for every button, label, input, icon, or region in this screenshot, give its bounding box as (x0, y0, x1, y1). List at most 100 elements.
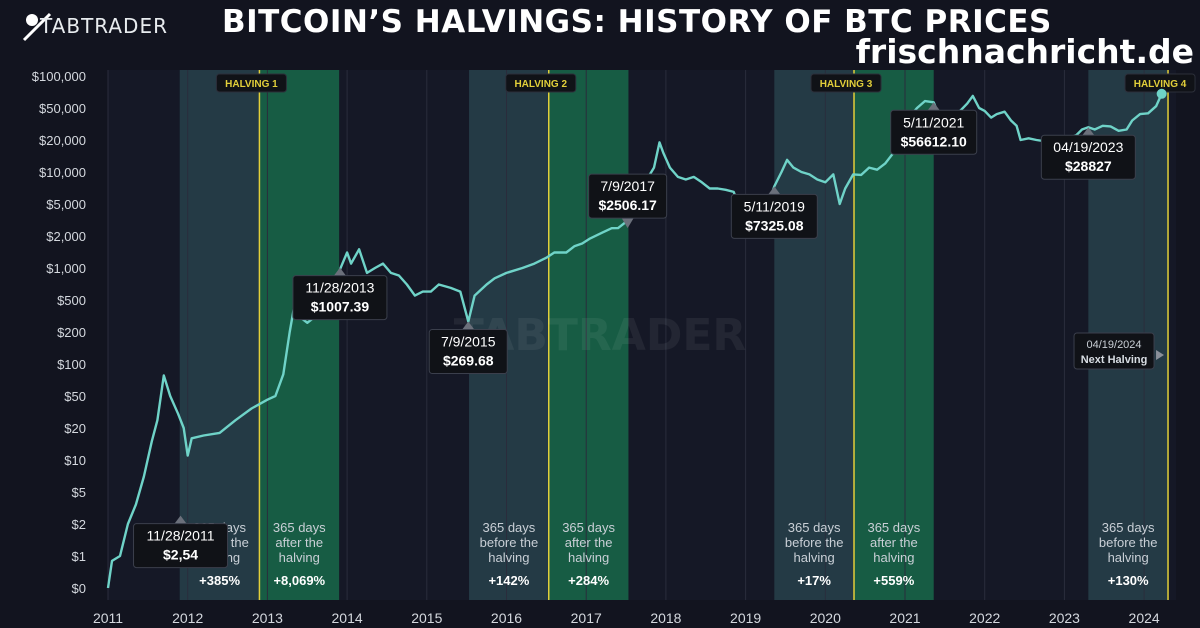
annotation-date-7: 04/19/2023 (1053, 139, 1123, 155)
y-tick-label: $10 (64, 453, 86, 468)
annotation-pointer-7 (1082, 127, 1095, 136)
halving-label-1: HALVING 1 (225, 79, 278, 90)
after-halving-3-text: 365 days (867, 520, 920, 535)
after-halving-2-pct: +284% (568, 573, 609, 588)
before-halving-3-text: 365 days (788, 520, 841, 535)
y-tick-label: $50,000 (39, 101, 86, 116)
y-tick-label: $50 (64, 389, 86, 404)
tabtrader-logo (20, 8, 170, 42)
annotation-box-1 (133, 523, 229, 569)
y-tick-label: $5 (72, 485, 86, 500)
tabtrader-logo-icon (22, 12, 52, 42)
y-tick-label: $100 (57, 357, 86, 372)
y-tick-label: $0 (72, 581, 86, 596)
site-watermark: frischnachricht.de (855, 32, 1194, 71)
x-tick-label: 2022 (969, 610, 1000, 626)
halving-label-box-3 (810, 73, 882, 93)
annotation-price-7: $28827 (1065, 158, 1112, 174)
after-halving-3-text: after the (870, 535, 918, 550)
before-halving-2-text: 365 days (483, 520, 536, 535)
before-halving-4-text: before the (1099, 535, 1158, 550)
before-halving-3-text: halving (794, 550, 835, 565)
after-halving-1-pct: +8,069% (273, 573, 325, 588)
before-halving-4-pct: +130% (1108, 573, 1149, 588)
annotation-box-4 (588, 173, 668, 219)
brand-name: TABTRADER (40, 14, 168, 38)
x-tick-label: 2023 (1049, 610, 1080, 626)
before-halving-4-text: halving (1108, 550, 1149, 565)
annotation-pointer-5 (768, 186, 781, 195)
next-halving-box (1073, 332, 1155, 370)
halving-label-box-2 (505, 73, 577, 93)
x-tick-label: 2016 (491, 610, 522, 626)
after-halving-band-3 (854, 70, 934, 600)
annotation-price-2: $1007.39 (311, 299, 370, 315)
y-tick-label: $2,000 (46, 229, 86, 244)
current-price-dot (1156, 88, 1167, 99)
y-tick-label: $1,000 (46, 261, 86, 276)
after-halving-1-text: after the (275, 535, 323, 550)
annotation-price-5: $7325.08 (745, 217, 804, 233)
after-halving-2-text: after the (565, 535, 613, 550)
annotation-date-6: 5/11/2021 (903, 114, 964, 130)
y-tick-label: $5,000 (46, 197, 86, 212)
annotation-pointer-6 (927, 102, 940, 111)
x-tick-label: 2021 (889, 610, 920, 626)
after-halving-2-text: halving (568, 550, 609, 565)
annotation-date-8: 04/19/2024 (1086, 339, 1141, 351)
x-tick-label: 2014 (332, 610, 363, 626)
x-tick-label: 2018 (650, 610, 681, 626)
before-halving-2-pct: +142% (488, 573, 529, 588)
halving-label-3: HALVING 3 (820, 79, 873, 90)
x-tick-label: 2011 (93, 610, 123, 626)
x-tick-label: 2015 (411, 610, 442, 626)
before-halving-3-pct: +17% (797, 573, 831, 588)
halving-label-box-1 (215, 73, 287, 93)
after-halving-3-pct: +559% (873, 573, 914, 588)
before-halving-4-text: 365 days (1102, 520, 1155, 535)
y-tick-label: $2 (72, 517, 86, 532)
x-tick-label: 2020 (810, 610, 841, 626)
before-halving-2-text: before the (480, 535, 539, 550)
x-tick-label: 2019 (730, 610, 761, 626)
annotation-pointer-1 (174, 515, 187, 524)
before-halving-1-pct: +385% (199, 573, 240, 588)
y-tick-label: $500 (57, 293, 86, 308)
page-title: BITCOIN’S HALVINGS: HISTORY OF BTC PRICE… (222, 4, 1052, 40)
annotation-date-1: 11/28/2011 (147, 528, 215, 544)
x-tick-label: 2013 (252, 610, 283, 626)
y-tick-label: $200 (57, 325, 86, 340)
annotation-pointer-4 (621, 218, 634, 229)
x-tick-label: 2012 (172, 610, 203, 626)
before-halving-band-1 (179, 70, 260, 600)
halving-label-2: HALVING 2 (514, 79, 567, 90)
after-halving-band-2 (548, 70, 629, 600)
annotation-box-2 (292, 275, 388, 321)
annotation-price-1: $2,54 (163, 547, 198, 563)
halving-label-4: HALVING 4 (1134, 79, 1187, 90)
annotation-date-5: 5/11/2019 (744, 198, 805, 214)
x-tick-label: 2024 (1129, 610, 1160, 626)
y-tick-label: $100,000 (32, 69, 86, 84)
after-halving-1-text: halving (279, 550, 320, 565)
y-tick-label: $10,000 (39, 165, 86, 180)
after-halving-3-text: halving (873, 550, 914, 565)
before-halving-band-3 (774, 70, 855, 600)
y-tick-label: $20 (64, 421, 86, 436)
annotation-price-4: $2506.17 (598, 197, 657, 213)
annotation-price-3: $269.68 (443, 353, 494, 369)
annotation-date-3: 7/9/2015 (441, 334, 496, 350)
next-halving-marker (1156, 350, 1165, 360)
before-halving-2-text: halving (488, 550, 529, 565)
after-halving-band-1 (259, 70, 340, 600)
annotation-pointer-3 (462, 321, 475, 330)
before-halving-3-text: before the (785, 535, 844, 550)
annotation-pointer-2 (333, 267, 346, 276)
x-tick-label: 2017 (571, 610, 602, 626)
annotation-box-5 (730, 193, 818, 239)
annotation-box-6 (890, 109, 978, 155)
y-tick-label: $20,000 (39, 133, 86, 148)
after-halving-2-text: 365 days (562, 520, 615, 535)
annotation-date-4: 7/9/2017 (600, 178, 655, 194)
